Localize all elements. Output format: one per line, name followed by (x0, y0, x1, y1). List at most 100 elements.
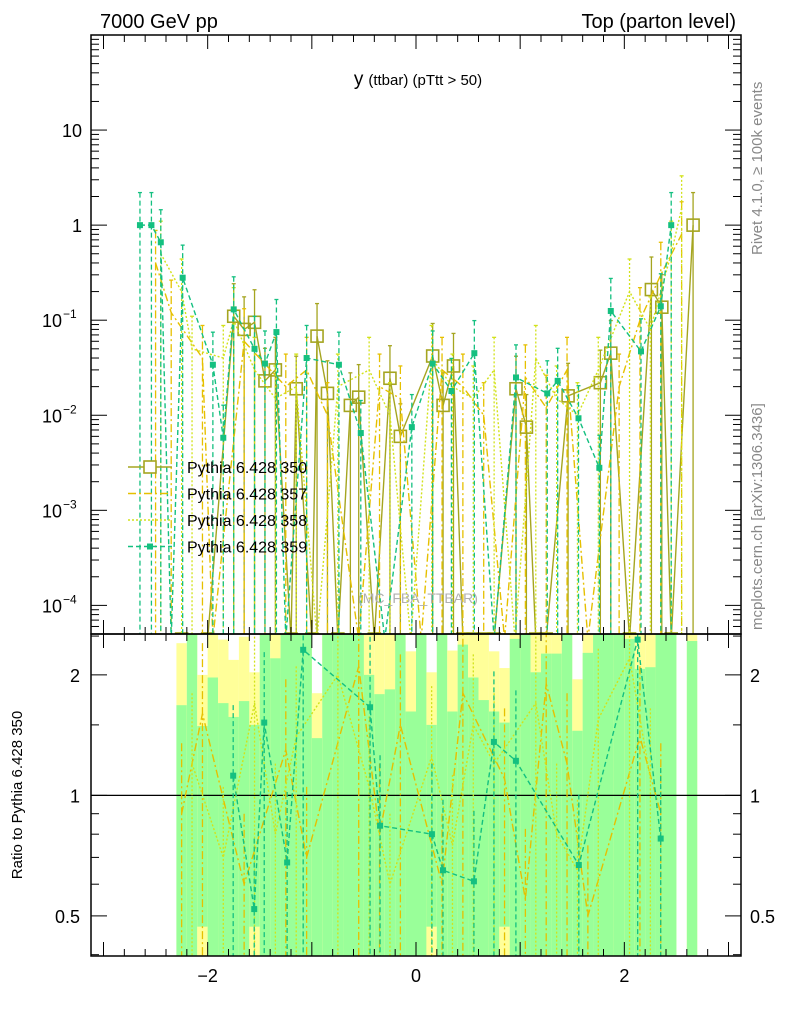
legend-label: Pythia 6.428 357 (187, 487, 307, 504)
ratio-series-359-point (377, 822, 384, 829)
ratio-y-tick-label-right: 2 (750, 666, 760, 686)
ratio-y-tick-label: 2 (70, 666, 80, 686)
series-359-point (471, 350, 478, 357)
series-359-point (273, 329, 280, 336)
series-357-line (154, 234, 683, 634)
series-350-point (686, 218, 700, 232)
green-band-bin (468, 677, 479, 956)
watermark: (MC_FBA_TTBAR) (358, 590, 478, 606)
y-tick-label: 10 (42, 406, 62, 426)
ratio-series-359-point (512, 757, 519, 764)
series-350-point (446, 359, 461, 373)
x-tick-label: 2 (619, 966, 629, 986)
green-band-bin (572, 730, 583, 956)
series-359-point (544, 390, 551, 397)
green-band-bin (645, 667, 656, 956)
green-band-bin (384, 689, 396, 956)
ratio-series-359-point (300, 646, 307, 653)
series-359-point (179, 274, 186, 281)
series-350-point (343, 398, 358, 413)
green-band-bin (478, 700, 489, 956)
series-350-point (561, 389, 575, 403)
series-350-point (466, 632, 481, 634)
series-359-point (148, 222, 155, 229)
green-band-bin (541, 653, 552, 956)
series-359-point (261, 360, 268, 367)
series-350-point (476, 632, 491, 634)
series-350-point (351, 390, 366, 404)
ratio-series-359-point (251, 906, 258, 913)
series-350-point (237, 322, 251, 337)
ratio-series-359-point (439, 867, 446, 874)
y-tick-exponent: −2 (63, 402, 77, 416)
mcplots-label: mcplots.cern.ch [arXiv:1306.3436] (749, 403, 766, 630)
y-tick-label: 10 (42, 596, 62, 616)
y-tick-exponent: −4 (63, 592, 77, 606)
green-band-bin (426, 724, 437, 927)
series-350-point (487, 632, 501, 634)
series-359-point (136, 222, 143, 229)
green-band-bin (238, 701, 250, 956)
y-tick-exponent: −1 (63, 307, 77, 321)
y-tick-label: 10 (42, 311, 62, 331)
series-359-point (554, 377, 561, 384)
green-band-bin (363, 674, 375, 956)
series-359-point (429, 360, 436, 367)
series-359-point (513, 374, 519, 381)
series-359-point (575, 415, 582, 422)
ratio-series-359-point (284, 859, 291, 866)
ratio-series-359-point (367, 704, 374, 711)
green-band-bin (270, 658, 281, 956)
y-tick-label: 10 (62, 121, 82, 141)
green-band-bin (509, 638, 521, 956)
series-359-point (220, 434, 227, 441)
series-350-point (331, 632, 345, 634)
series-358-line (160, 208, 683, 634)
ratio-y-tick-label-right: 0.5 (750, 907, 775, 927)
series-359-point (357, 430, 364, 437)
series-350-point (655, 300, 669, 314)
series-350-point (593, 375, 608, 390)
legend-label: Pythia 6.428 358 (187, 513, 307, 530)
green-band-bin (405, 711, 416, 956)
rivet-label: Rivet 4.1.0, ≥ 100k events (749, 82, 766, 255)
main-series (136, 175, 700, 642)
ratio-series-359-point (657, 835, 664, 842)
y-tick-label: 1 (72, 216, 82, 236)
series-350-point (519, 420, 534, 434)
series-359-point (448, 387, 455, 394)
ratio-series-359-point (230, 772, 237, 779)
series-359-point (168, 636, 174, 642)
series-359-point (230, 306, 237, 313)
green-band-bin (311, 738, 323, 956)
green-band-bin (686, 641, 698, 956)
ratio-series-357-line (180, 666, 662, 917)
y-tick-label: 10 (42, 501, 62, 521)
title-rest: (ttbar) (pTtt > 50) (368, 72, 482, 89)
ratio-series-359-point (261, 719, 268, 726)
series-359-point (335, 361, 342, 368)
header-left: 7000 GeV pp (100, 11, 218, 33)
ratio-series-358-line (191, 656, 652, 887)
series-359-point (638, 348, 644, 355)
series-350-point (528, 632, 543, 634)
legend-label: Pythia 6.428 359 (187, 540, 307, 557)
series-350-point (436, 398, 450, 413)
y-tick-exponent: −3 (63, 497, 77, 511)
series-350-point (310, 329, 324, 343)
ratio-y-tick-label: 0.5 (55, 907, 80, 927)
series-359-point (209, 361, 216, 368)
series-359-point (668, 222, 675, 229)
green-band-bin (447, 711, 458, 956)
series-359-point (607, 307, 614, 314)
ratio-series-359-point (490, 738, 497, 745)
series-359-point (596, 464, 603, 471)
main-title: y (ttbar) (pTtt > 50) (354, 69, 482, 90)
ratio-ylabel: Ratio to Pythia 6.428 350 (9, 711, 26, 879)
x-tick-label: 0 (411, 966, 421, 986)
legend: Pythia 6.428 350 Pythia 6.428 357 Pythia 6… (128, 460, 307, 557)
legend-marker (143, 460, 157, 474)
series-359-line (139, 224, 672, 634)
x-tick-label: −2 (197, 966, 218, 986)
